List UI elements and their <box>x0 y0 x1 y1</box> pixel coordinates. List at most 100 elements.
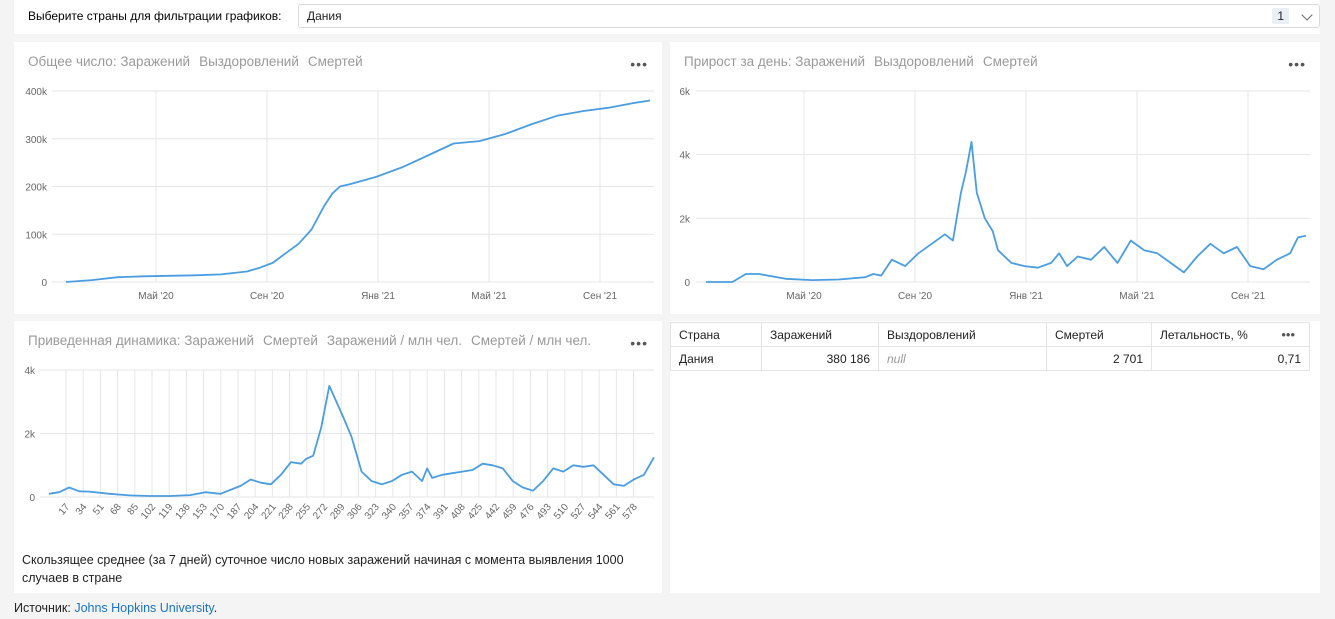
tab-deaths-per-million[interactable]: Смертей / млн чел. <box>470 333 592 348</box>
y-tick-label: 100k <box>25 230 48 241</box>
daily-tabs: Прирост за день: Заражений Выздоровлений С… <box>684 54 1038 69</box>
x-tick-label: 68 <box>108 502 124 518</box>
x-tick-label: 17 <box>57 502 73 518</box>
daily-growth-chart: 0 2k 4k 6k Май '20 Сен '20 Янв '21 Май '21 Сен '… <box>679 87 1310 302</box>
tab-infections-per-million[interactable]: Заражений / млн чел. <box>326 333 462 348</box>
tab-infections[interactable]: Приведенная динамика: Заражений <box>28 333 255 348</box>
x-tick-label: 391 <box>432 502 451 522</box>
table-header-row: Страна Заражений Выздоровлений Смертей Л… <box>670 322 1310 347</box>
cell-deaths: 2 701 <box>1046 346 1152 371</box>
country-select-value: Дания <box>307 9 342 23</box>
x-tick-label: 136 <box>174 502 193 522</box>
y-tick-label: 0 <box>41 278 47 289</box>
x-tick-label: Сен '21 <box>1231 291 1266 302</box>
y-tick-label: 4k <box>679 151 691 162</box>
x-tick-label: Сен '20 <box>898 291 933 302</box>
col-infections[interactable]: Заражений <box>761 322 879 347</box>
x-tick-label: 306 <box>346 502 365 522</box>
country-stats-table: Страна Заражений Выздоровлений Смертей Л… <box>670 322 1310 371</box>
x-tick-label: Май '21 <box>1119 291 1155 302</box>
y-tick-label: 300k <box>25 135 48 146</box>
series-line <box>706 141 1307 283</box>
x-tick-label: Май '20 <box>786 291 822 302</box>
more-menu-icon[interactable]: ••• <box>1288 56 1306 72</box>
x-tick-label: 561 <box>604 502 623 522</box>
selected-count-badge: 1 <box>1272 8 1289 24</box>
x-tick-label: 255 <box>294 502 313 522</box>
more-menu-icon[interactable]: ••• <box>630 56 648 72</box>
x-tick-label: Сен '20 <box>250 291 285 302</box>
col-deaths[interactable]: Смертей <box>1046 322 1152 347</box>
cell-infections: 380 186 <box>761 346 879 371</box>
x-tick-label: Сен '21 <box>583 291 618 302</box>
x-tick-label: 238 <box>277 502 296 522</box>
normalized-dynamics-panel: Приведенная динамика: Заражений Смертей За… <box>14 321 662 593</box>
x-tick-label: 476 <box>518 502 537 522</box>
source-label: Источник: <box>14 601 75 615</box>
y-tick-label: 2k <box>679 214 691 225</box>
x-tick-label: 187 <box>225 502 244 522</box>
cell-country: Дания <box>670 346 762 371</box>
x-tick-label: Янв '21 <box>361 291 395 302</box>
x-tick-label: 408 <box>449 502 468 522</box>
chart-description: Скользящее среднее (за 7 дней) суточное … <box>22 553 624 585</box>
source-suffix: . <box>213 601 218 615</box>
x-tick-label: 272 <box>311 502 330 522</box>
tab-infections[interactable]: Общее число: Заражений <box>28 54 191 69</box>
table-row[interactable]: Дания 380 186 null 2 701 0,71 <box>670 346 1310 371</box>
x-tick-label: 340 <box>380 502 399 522</box>
total-cases-chart: 0 100k 200k 300k 400k Май '20 Сен '20 Янв '21 Ма… <box>25 87 654 302</box>
series-line <box>65 99 651 283</box>
x-tick-label: 323 <box>363 502 382 522</box>
tab-deaths[interactable]: Смертей <box>307 54 363 69</box>
total-tabs: Общее число: Заражений Выздоровлений Смерт… <box>28 54 363 69</box>
x-tick-label: 51 <box>91 502 107 518</box>
table-menu-icon[interactable]: ••• <box>1281 327 1295 342</box>
y-tick-label: 4k <box>24 366 36 377</box>
y-tick-label: 6k <box>679 87 691 98</box>
filter-label: Выберите страны для фильтрации графиков: <box>28 9 282 23</box>
x-tick-label: 578 <box>621 502 640 522</box>
x-tick-label: 34 <box>74 502 90 518</box>
x-tick-label: 153 <box>191 502 210 522</box>
tab-recoveries[interactable]: Выздоровлений <box>199 54 299 69</box>
cell-recoveries: null <box>878 346 1047 371</box>
x-tick-label: 221 <box>260 502 279 522</box>
x-tick-label: 119 <box>157 502 176 522</box>
x-tick-label: 102 <box>139 502 158 522</box>
cell-lethality: 0,71 <box>1151 346 1310 371</box>
y-tick-label: 200k <box>25 183 48 194</box>
more-menu-icon[interactable]: ••• <box>630 335 648 351</box>
total-cases-panel: Общее число: Заражений Выздоровлений Смерт… <box>14 42 662 314</box>
x-tick-label: Май '21 <box>471 291 507 302</box>
x-tick-label: 374 <box>414 502 433 522</box>
col-lethality[interactable]: Летальность, % ••• <box>1151 322 1310 347</box>
series-line <box>48 385 655 497</box>
x-tick-label: Май '20 <box>138 291 174 302</box>
x-tick-label: 170 <box>208 502 227 522</box>
tab-deaths[interactable]: Смертей <box>982 54 1038 69</box>
y-tick-label: 0 <box>29 493 35 504</box>
x-tick-label: 493 <box>535 502 554 522</box>
y-tick-label: 400k <box>25 87 48 98</box>
col-recoveries[interactable]: Выздоровлений <box>878 322 1047 347</box>
col-lethality-label: Летальность, % <box>1160 327 1248 342</box>
x-tick-label: 510 <box>552 502 571 522</box>
tab-recoveries[interactable]: Выздоровлений <box>874 54 974 69</box>
x-tick-label: Янв '21 <box>1009 291 1043 302</box>
country-select[interactable]: Дания 1 <box>298 4 1320 28</box>
col-country[interactable]: Страна <box>670 322 762 347</box>
tab-infections[interactable]: Прирост за день: Заражений <box>684 54 866 69</box>
normalized-tabs: Приведенная динамика: Заражений Смертей За… <box>28 333 591 348</box>
x-tick-label: 204 <box>242 502 261 522</box>
country-filter-bar: Выберите страны для фильтрации графиков:… <box>14 0 1320 34</box>
daily-growth-panel: Прирост за день: Заражений Выздоровлений С… <box>670 42 1320 314</box>
x-tick-label: 442 <box>483 502 502 522</box>
chevron-down-icon[interactable] <box>1301 9 1313 21</box>
x-tick-label: 425 <box>466 502 485 522</box>
x-tick-label: 544 <box>586 502 605 522</box>
x-tick-label: 527 <box>569 502 588 522</box>
source-link[interactable]: Johns Hopkins University <box>74 601 214 615</box>
tab-deaths[interactable]: Смертей <box>263 333 318 348</box>
y-tick-label: 0 <box>684 278 690 289</box>
